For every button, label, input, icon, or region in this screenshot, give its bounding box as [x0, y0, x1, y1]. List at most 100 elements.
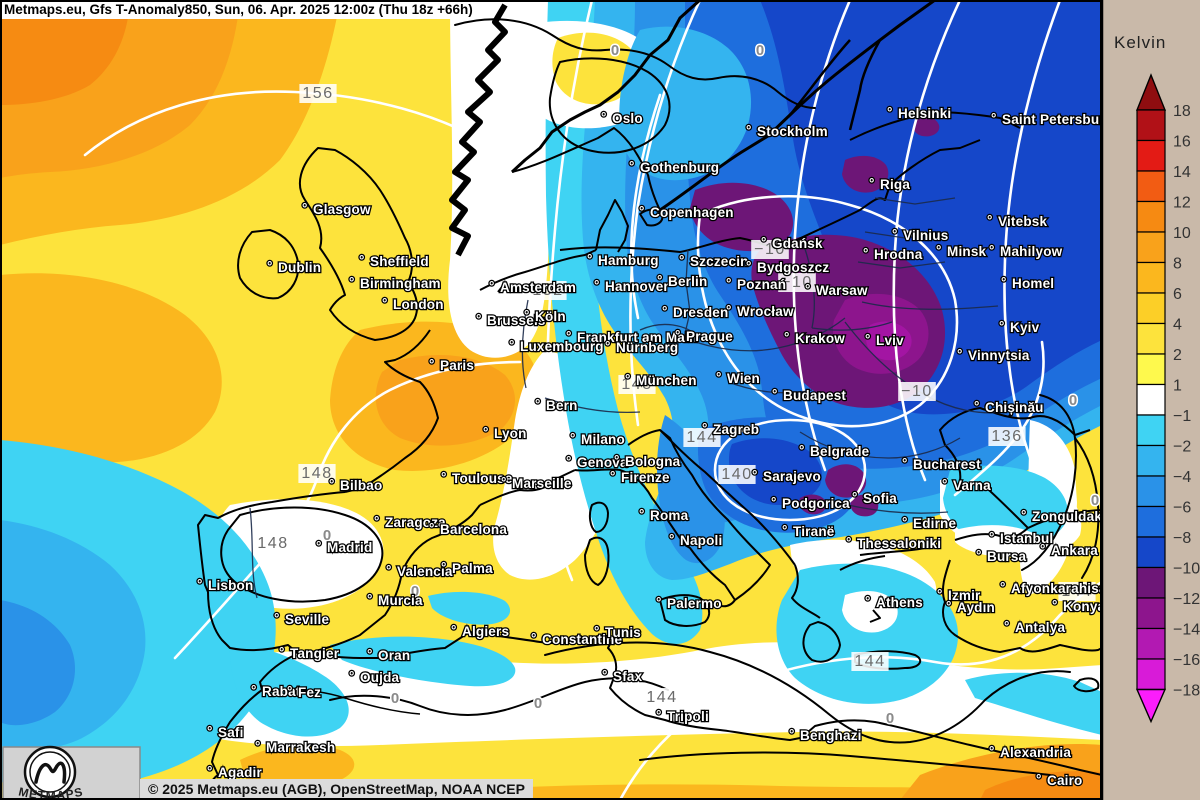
- city-label: Brussels: [487, 313, 546, 328]
- city-label: Lisbon: [208, 578, 253, 593]
- city-marker-icon: °: [605, 339, 611, 354]
- city-marker-icon: °: [509, 338, 515, 353]
- city-label-group: ° Bucharest: [901, 455, 983, 474]
- city-marker-icon: °: [267, 259, 273, 274]
- legend-arrow-bottom: [1135, 688, 1167, 724]
- legend-tick-label: 12: [1173, 195, 1191, 212]
- legend-tick-label: 10: [1173, 225, 1191, 242]
- contour-label: 144: [686, 429, 717, 446]
- city-label: Afyonkarahisar: [1011, 581, 1113, 596]
- city-label-group: ° Zaragoza: [373, 513, 448, 532]
- city-label-group: ° Bern: [534, 396, 579, 415]
- city-label: Roma: [650, 508, 689, 523]
- city-label: Aydın: [957, 600, 995, 615]
- city-marker-icon: °: [501, 475, 507, 490]
- logo-wordmark: METMAPS: [17, 785, 85, 800]
- city-label: Agadir: [218, 765, 263, 780]
- city-label: Cairo: [1047, 773, 1083, 788]
- city-marker-icon: °: [991, 111, 997, 126]
- city-label: Bern: [546, 398, 578, 413]
- city-marker-icon: °: [989, 530, 995, 545]
- city-marker-icon: °: [656, 708, 662, 723]
- city-label: Bydgoszcz: [757, 260, 829, 275]
- city-marker-icon: °: [1000, 580, 1006, 595]
- city-label: Toulouse: [452, 471, 513, 486]
- contour-labels-layer: 156 152 148 148 148 144 140 144 144 144 136 −10 −10 −…: [254, 84, 1096, 707]
- city-label-group: ° Dresden: [661, 303, 730, 322]
- city-label-group: ° Benghazi: [788, 726, 863, 745]
- city-label: Oran: [378, 648, 410, 663]
- zero-contour-label: 0: [886, 710, 894, 727]
- city-label: München: [636, 373, 697, 388]
- city-label-group: ° Wrocław: [725, 302, 795, 321]
- city-label: Frankfurt am Main: [577, 330, 697, 345]
- city-marker-icon: °: [782, 523, 788, 538]
- city-label: Poznań: [737, 277, 786, 292]
- city-label-group: ° London: [381, 295, 445, 314]
- legend-tick-label: −12: [1173, 591, 1200, 608]
- city-marker-icon: °: [1052, 598, 1058, 613]
- legend-segment: [1136, 170, 1166, 203]
- city-label: Wrocław: [737, 304, 794, 319]
- city-label: Krakow: [795, 331, 845, 346]
- city-label-group: ° Homel: [1000, 274, 1056, 293]
- city-marker-icon: °: [761, 235, 767, 250]
- city-label-group: ° Lviv: [864, 331, 906, 350]
- city-marker-icon: °: [207, 724, 213, 739]
- city-marker-icon: °: [746, 259, 752, 274]
- city-label: Genova: [577, 455, 628, 470]
- city-label: Nürnberg: [616, 340, 678, 355]
- legend-tick-label: 6: [1173, 286, 1182, 303]
- city-label-group: ° Warsaw: [804, 281, 869, 300]
- city-label: Alexandria: [1000, 745, 1071, 760]
- city-label: Dresden: [673, 305, 728, 320]
- legend-tick-label: 14: [1173, 164, 1191, 181]
- contour-label: 144: [646, 689, 677, 706]
- city-marker-icon: °: [386, 563, 392, 578]
- city-marker-icon: °: [772, 387, 778, 402]
- legend-tick-label: −8: [1173, 530, 1191, 547]
- city-marker-icon: °: [197, 577, 203, 592]
- city-label-group: ° Oslo: [600, 109, 644, 128]
- city-label: Lviv: [876, 333, 904, 348]
- city-marker-icon: °: [566, 329, 572, 344]
- city-label: Valencia: [397, 564, 453, 579]
- contour-label: 156: [302, 85, 333, 102]
- city-label: Sheffield: [370, 254, 429, 269]
- legend-tick-label: −14: [1173, 622, 1200, 639]
- city-marker-icon: °: [976, 548, 982, 563]
- legend-segment: [1136, 505, 1166, 538]
- city-marker-icon: °: [805, 282, 811, 297]
- city-label: Barcelona: [440, 522, 507, 537]
- city-marker-icon: °: [771, 495, 777, 510]
- city-marker-icon: °: [349, 275, 355, 290]
- city-marker-icon: °: [639, 507, 645, 522]
- city-label: Tangier: [290, 646, 340, 661]
- legend-segment: [1136, 658, 1166, 691]
- city-marker-icon: °: [936, 243, 942, 258]
- city-label-group: ° Algiers: [450, 622, 511, 641]
- city-label: Amsterdam: [500, 280, 576, 295]
- city-label: Wien: [727, 371, 760, 386]
- city-marker-icon: °: [566, 454, 572, 469]
- city-label-group: ° Saint Petersburg: [990, 110, 1102, 129]
- city-label-group: ° Glasgow: [301, 200, 372, 219]
- title-bar: Metmaps.eu, Gfs T-Anomaly850, Sun, 06. A…: [0, 0, 477, 19]
- city-label: Marseille: [512, 476, 572, 491]
- zero-contour-label: 0: [756, 42, 764, 59]
- city-label: Minsk: [947, 244, 987, 259]
- city-label: Vinnytsia: [968, 348, 1030, 363]
- title-bar-background: [0, 0, 477, 19]
- city-label: Tiranë: [793, 524, 835, 539]
- city-marker-icon: °: [1004, 619, 1010, 634]
- city-label-group: ° Palma: [440, 559, 494, 578]
- city-label: Murcia: [378, 593, 423, 608]
- city-label: Madrid: [327, 540, 372, 555]
- city-label-group: ° Hannover: [593, 277, 671, 296]
- city-marker-icon: °: [937, 587, 943, 602]
- city-label: Edirne: [913, 516, 957, 531]
- city-marker-icon: °: [957, 347, 963, 362]
- city-label-group: ° Sfax: [601, 667, 644, 686]
- city-label-group: ° Prague: [674, 327, 735, 346]
